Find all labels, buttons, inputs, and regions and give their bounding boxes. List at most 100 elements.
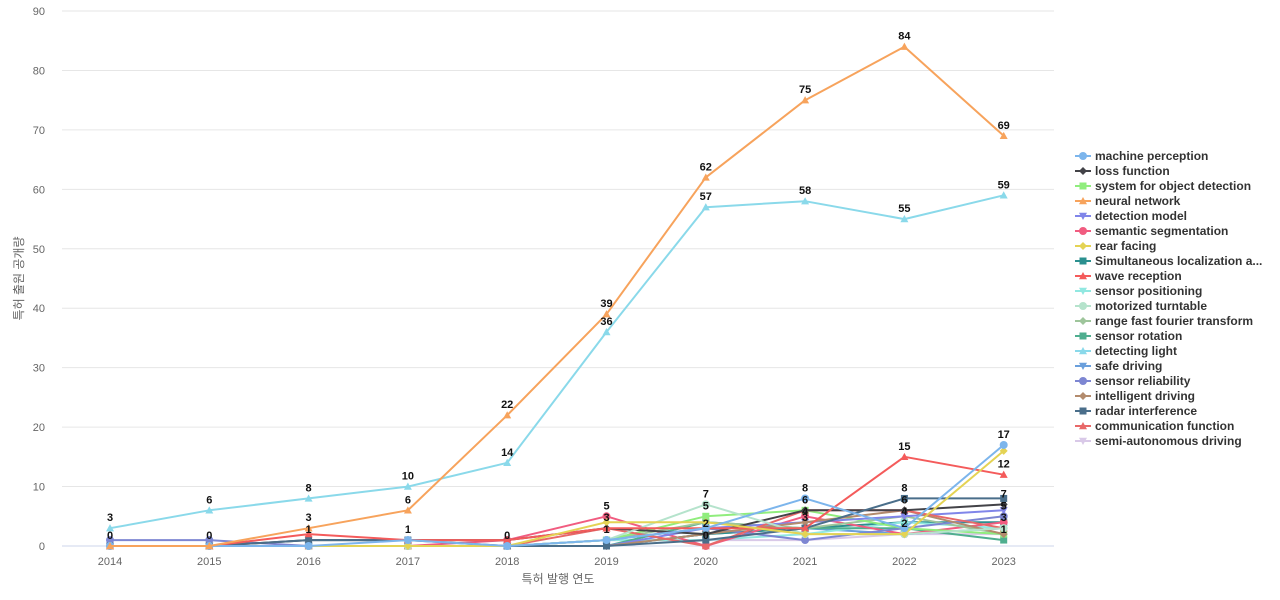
data-point [801,536,810,545]
gridlines [62,10,1054,488]
data-label: 57 [700,191,712,203]
x-tick-label: 2022 [892,556,916,568]
data-label: 15 [898,441,910,453]
legend-item: motorized turntable [1075,299,1207,313]
legend-marker [1079,227,1087,235]
data-point [999,518,1008,527]
legend-label: sensor positioning [1095,284,1202,298]
data-label: 14 [501,447,514,459]
x-tick-label: 2020 [694,556,718,568]
y-tick-label: 60 [33,184,45,196]
data-point [304,542,313,550]
legend-label: communication function [1095,419,1234,433]
series-neural-network [106,42,1008,550]
legend-item: detecting light [1075,344,1177,358]
legend-label: semi-autonomous driving [1095,434,1242,448]
series-detecting-light [106,191,1008,532]
data-label: 0 [504,530,510,542]
legend-item: sensor rotation [1075,329,1182,343]
data-point [999,470,1008,478]
data-label: 75 [799,84,811,96]
data-point [503,411,512,419]
data-label: 59 [998,179,1010,191]
legend-item: loss function [1075,164,1170,178]
legend-label: sensor rotation [1095,329,1182,343]
data-point [205,542,214,550]
data-point [801,530,810,539]
legend-item: Simultaneous localization a... [1075,254,1262,268]
data-label: 1 [1001,524,1007,536]
y-tick-label: 20 [33,422,45,434]
legend-item: rear facing [1075,239,1156,253]
x-tick-label: 2021 [793,556,817,568]
data-point [602,518,611,527]
y-tick-label: 90 [33,6,45,18]
data-label: 0 [107,530,113,542]
data-point [900,494,908,502]
legend-item: radar interference [1075,404,1197,418]
data-label: 22 [501,399,513,411]
data-label: 6 [405,494,411,506]
series-line [110,444,1005,547]
legend-item: machine perception [1075,149,1208,163]
data-label: 5 [703,500,709,512]
data-label: 2 [703,518,709,530]
legend-marker [1079,257,1087,265]
data-point [701,542,710,550]
data-point [999,512,1008,521]
legend-marker [1079,197,1087,205]
legend-item: communication function [1075,419,1234,433]
legend-item: neural network [1075,194,1181,208]
data-label: 62 [700,161,712,173]
data-label: 3 [1001,512,1007,524]
legend-label: intelligent driving [1095,389,1195,403]
x-axis-ticks: 2014 2015 2016 2017 2018 2019 2020 2021 2022 2023 [98,556,1016,568]
data-label: 6 [802,494,808,506]
data-label: 1 [405,524,411,536]
legend-item: intelligent driving [1075,389,1195,403]
data-point [602,524,611,532]
data-point [999,500,1008,509]
data-point [801,96,810,104]
data-label: 10 [402,471,414,483]
data-point [106,524,114,532]
data-point [900,519,909,527]
data-label: 84 [898,31,911,43]
data-point [403,482,412,490]
data-point [801,512,810,521]
legend-label: neural network [1095,194,1181,208]
data-point [702,512,710,520]
y-tick-label: 30 [33,363,45,375]
data-point [999,530,1008,539]
data-point [801,197,810,205]
y-axis-ticks: 0 10 20 30 40 50 60 70 80 90 [33,6,45,553]
legend-label: range fast fourier transform [1095,314,1253,328]
data-label: 69 [998,120,1010,132]
legend-item: semantic segmentation [1075,224,1228,238]
data-label: 17 [998,429,1010,441]
data-label: 6 [901,494,907,506]
x-tick-label: 2023 [991,556,1015,568]
data-point [801,518,810,527]
legend-label: system for object detection [1095,179,1251,193]
legend-marker [1079,347,1087,355]
data-label: 7 [1001,488,1007,500]
legend-label: motorized turntable [1095,299,1207,313]
data-point [1000,494,1008,502]
data-point [403,506,412,514]
data-point [403,542,412,550]
y-tick-label: 70 [33,125,45,137]
data-label: 8 [306,482,312,494]
legend-marker [1079,242,1087,250]
legend-item: sensor reliability [1075,374,1191,388]
legend-marker [1079,317,1087,325]
data-point [900,215,909,223]
data-point [701,530,710,539]
data-label: 58 [799,185,811,197]
data-point [900,513,909,521]
data-label: 1 [306,524,312,536]
data-point [602,310,611,318]
data-label: 4 [901,506,908,518]
y-tick-label: 50 [33,244,45,256]
data-point [900,506,909,515]
